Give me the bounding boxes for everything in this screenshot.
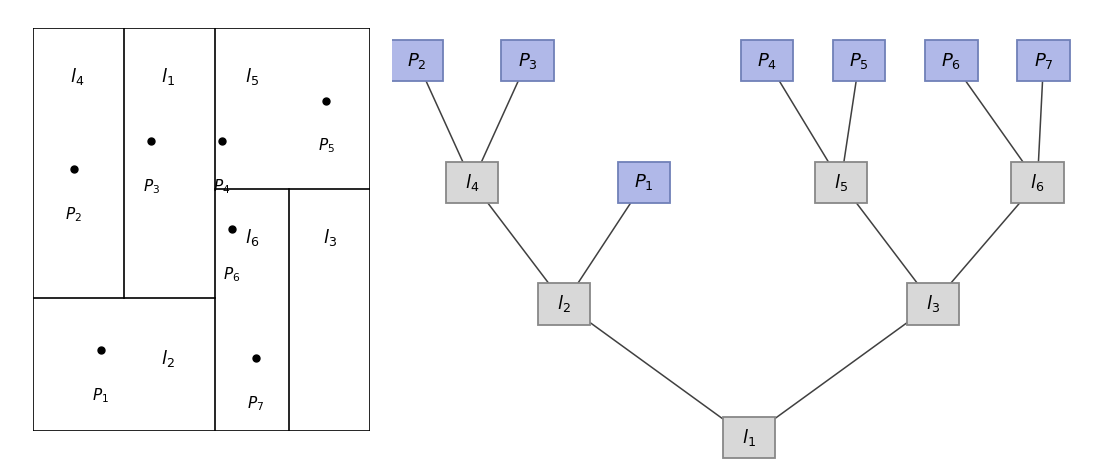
FancyBboxPatch shape <box>1011 161 1063 203</box>
Text: $l_{4}$: $l_{4}$ <box>465 172 480 193</box>
Text: $l_{1}$: $l_{1}$ <box>161 66 175 87</box>
Text: $P_{2}$: $P_{2}$ <box>407 51 427 71</box>
Text: $l_{1}$: $l_{1}$ <box>741 427 756 448</box>
Text: $P_{7}$: $P_{7}$ <box>1033 51 1053 71</box>
FancyBboxPatch shape <box>502 40 554 81</box>
FancyBboxPatch shape <box>391 40 443 81</box>
Text: $P_{4}$: $P_{4}$ <box>757 51 777 71</box>
FancyBboxPatch shape <box>907 283 959 325</box>
Text: $l_{4}$: $l_{4}$ <box>70 66 84 87</box>
FancyBboxPatch shape <box>741 40 793 81</box>
Text: $l_{5}$: $l_{5}$ <box>245 66 260 87</box>
Text: $l_{6}$: $l_{6}$ <box>1030 172 1044 193</box>
FancyBboxPatch shape <box>1018 40 1070 81</box>
Text: $P_{7}$: $P_{7}$ <box>248 395 264 413</box>
Text: $l_{3}$: $l_{3}$ <box>926 293 940 314</box>
Text: $P_{6}$: $P_{6}$ <box>941 51 961 71</box>
Text: $P_{3}$: $P_{3}$ <box>517 51 537 71</box>
FancyBboxPatch shape <box>833 40 885 81</box>
FancyBboxPatch shape <box>618 161 671 203</box>
FancyBboxPatch shape <box>925 40 978 81</box>
Text: $P_{6}$: $P_{6}$ <box>223 265 241 284</box>
FancyBboxPatch shape <box>723 417 775 458</box>
Text: $P_{4}$: $P_{4}$ <box>213 177 231 196</box>
Text: $P_{2}$: $P_{2}$ <box>65 205 82 224</box>
Text: $P_{5}$: $P_{5}$ <box>318 137 335 155</box>
Text: $P_{3}$: $P_{3}$ <box>143 177 159 196</box>
FancyBboxPatch shape <box>446 161 498 203</box>
FancyBboxPatch shape <box>538 283 590 325</box>
Text: $l_{3}$: $l_{3}$ <box>323 227 337 248</box>
Text: $l_{5}$: $l_{5}$ <box>834 172 848 193</box>
Text: $P_{5}$: $P_{5}$ <box>850 51 870 71</box>
Text: $l_{2}$: $l_{2}$ <box>161 348 175 369</box>
Text: $l_{2}$: $l_{2}$ <box>557 293 571 314</box>
Text: $P_{1}$: $P_{1}$ <box>92 386 109 405</box>
Text: $P_{1}$: $P_{1}$ <box>634 172 654 192</box>
Text: $l_{6}$: $l_{6}$ <box>245 227 260 248</box>
FancyBboxPatch shape <box>814 161 867 203</box>
